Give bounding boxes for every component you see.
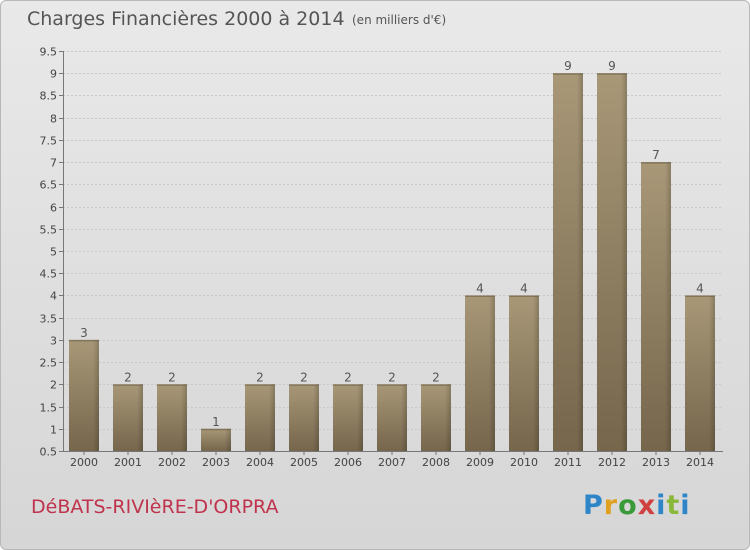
chart-title: Charges Financières 2000 à 2014 [27, 8, 345, 30]
bar-shade [489, 295, 495, 451]
bar-value-label: 9 [608, 59, 616, 73]
y-tick-label: 8 [50, 113, 57, 126]
x-tick-label: 2004 [246, 456, 274, 469]
bar-shade [269, 384, 275, 451]
y-tick-label: 1.5 [40, 402, 58, 415]
x-tick-label: 2012 [598, 456, 626, 469]
bar-value-label: 2 [168, 370, 176, 384]
x-tick-label: 2005 [290, 456, 318, 469]
y-tick-label: 5.5 [40, 224, 58, 237]
y-tick-label: 4.5 [40, 268, 58, 281]
bar-top-edge [465, 295, 495, 297]
logo-letter: t [666, 490, 681, 521]
y-tick-label: 6 [50, 202, 57, 215]
bar-value-label: 4 [520, 281, 528, 295]
bar-value-label: 7 [652, 148, 660, 162]
bar-shade [401, 384, 407, 451]
labels: 3 2000 2 2001 2 2002 1 2003 2 2004 2 2005 2 2006 2 2007… [70, 59, 714, 469]
bar-top-edge [333, 384, 363, 386]
bar-top-edge [69, 339, 99, 342]
logo-letter: i [680, 490, 691, 521]
commune-name: DéBATS-RIVIèRE-D'ORPRA [31, 496, 279, 518]
x-tick-label: 2011 [554, 456, 582, 469]
y-tick-label: 4 [50, 290, 57, 303]
x-tick-label: 2013 [642, 456, 670, 469]
bar-shade [577, 73, 583, 451]
bars [69, 73, 715, 451]
bar-shade [357, 384, 363, 451]
y-tick-label: 9.5 [40, 46, 58, 59]
x-tick-label: 2008 [422, 456, 450, 469]
bar-value-label: 2 [256, 370, 264, 384]
bar-top-edge [509, 295, 539, 297]
y-tick-label: 6.5 [40, 179, 58, 192]
y-tick-label: 2 [50, 379, 57, 392]
x-tick-label: 2000 [70, 456, 98, 469]
y-tick-label: 2.5 [40, 357, 58, 370]
bar-top-edge [597, 73, 627, 75]
bar-shade [621, 73, 627, 451]
x-tick-label: 2009 [466, 456, 494, 469]
bar-value-label: 2 [432, 370, 440, 384]
bar-value-label: 2 [124, 370, 132, 384]
axes: 0.5 1 1.5 2 2.5 3 3.5 4 4.5 5 5.5 6 6.5 7 7.5 8 8.5 9 9.5 [40, 46, 723, 459]
y-tick-label: 3.5 [40, 313, 58, 326]
bar-value-label: 1 [212, 415, 220, 429]
y-tick-label: 0.5 [40, 446, 58, 459]
bar-top-edge [113, 384, 143, 386]
logo-letter: o [618, 490, 638, 521]
bar [201, 428, 231, 451]
y-tick-label: 8.5 [40, 90, 58, 103]
logo-letter: r [603, 490, 619, 521]
bar-top-edge [553, 73, 583, 75]
bar-value-label: 2 [344, 370, 352, 384]
y-tick-label: 7.5 [40, 135, 58, 148]
bar-shade [93, 339, 99, 451]
bar-top-edge [289, 384, 319, 386]
bar-shade [181, 384, 187, 451]
x-tick-label: 2007 [378, 456, 406, 469]
logo-letter: x [637, 490, 657, 521]
bar-value-label: 3 [80, 326, 88, 340]
y-tick-label: 9 [50, 68, 57, 81]
bar-top-edge [421, 384, 451, 386]
bar-value-label: 9 [564, 59, 572, 73]
bar-shade [445, 384, 451, 451]
chart-subtitle: (en milliers d'€) [352, 13, 447, 27]
bar-value-label: 4 [476, 281, 484, 295]
proxiti-logo[interactable]: Proxiti [583, 490, 691, 521]
x-tick-label: 2006 [334, 456, 362, 469]
y-tick-label: 1 [50, 424, 57, 437]
bar-shade [137, 384, 143, 451]
bar-shade [313, 384, 319, 451]
y-tick-label: 3 [50, 335, 57, 348]
bar-shade [533, 295, 539, 451]
y-tick-label: 7 [50, 157, 57, 170]
bar-shade [709, 295, 715, 451]
bar-value-label: 4 [696, 281, 704, 295]
x-tick-label: 2003 [202, 456, 230, 469]
x-tick-label: 2001 [114, 456, 142, 469]
x-tick-label: 2002 [158, 456, 186, 469]
bar-top-edge [245, 384, 275, 386]
logo-letter: P [583, 490, 604, 521]
x-tick-label: 2014 [686, 456, 714, 469]
bar-value-label: 2 [300, 370, 308, 384]
bar-top-edge [685, 295, 715, 297]
bar-top-edge [201, 428, 231, 431]
bar-top-edge [157, 384, 187, 386]
bar-top-edge [641, 162, 671, 164]
bar-shade [665, 162, 671, 451]
x-tick-label: 2010 [510, 456, 538, 469]
y-tick-label: 5 [50, 246, 57, 259]
bar-top-edge [377, 384, 407, 386]
bar-value-label: 2 [388, 370, 396, 384]
bar-shade [225, 428, 231, 451]
logo-letter: i [656, 490, 667, 521]
